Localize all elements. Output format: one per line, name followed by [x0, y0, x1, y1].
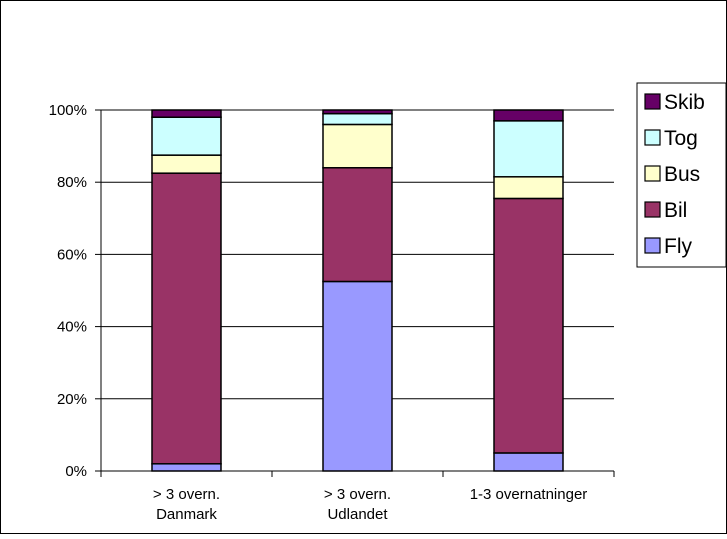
y-tick-label: 40%	[57, 319, 87, 336]
bar-segment-bil	[322, 167, 393, 283]
y-tick-label: 80%	[57, 174, 87, 191]
bar-segment-fly	[493, 452, 564, 472]
bar-segment-tog	[493, 120, 564, 178]
axes	[95, 109, 615, 477]
x-tick-label: Udlandet	[327, 506, 388, 523]
y-tick-label: 60%	[57, 246, 87, 263]
bars	[151, 109, 564, 472]
legend-swatch-bus	[644, 165, 661, 182]
x-tick-label: > 3 overn.	[153, 486, 220, 503]
legend-label-bil: Bil	[664, 199, 687, 222]
bar-segment-bus	[151, 154, 222, 174]
legend-swatch-bil	[644, 201, 661, 218]
y-tick-labels: 0% 20% 40% 60% 80% 100%	[49, 102, 87, 480]
y-tick-label: 20%	[57, 391, 87, 408]
bar-segment-bil	[493, 197, 564, 454]
x-tick-label: > 3 overn.	[324, 486, 391, 503]
legend-label-skib: Skib	[664, 91, 705, 114]
legend-swatch-tog	[644, 129, 661, 146]
legend-label-bus: Bus	[664, 163, 700, 186]
x-tick-label: 1-3 overnatninger	[470, 486, 588, 503]
x-tick-labels: > 3 overn. Danmark > 3 overn. Udlandet 1-3 o…	[153, 486, 587, 523]
bar-segment-bus	[493, 176, 564, 200]
bar-segment-skib	[493, 109, 564, 122]
x-tick-label: Danmark	[156, 506, 217, 523]
legend-label-tog: Tog	[664, 127, 698, 150]
legend-swatch-fly	[644, 237, 661, 254]
legend: Skib Tog Bus Bil Fly	[636, 82, 727, 268]
bar-segment-skib	[151, 109, 222, 118]
bar-segment-fly	[151, 463, 222, 472]
y-tick-label: 0%	[65, 463, 87, 480]
bar-segment-tog	[151, 116, 222, 156]
bar-segment-bus	[322, 123, 393, 169]
bar-segment-fly	[322, 280, 393, 472]
bar-segment-bil	[151, 172, 222, 465]
bar-segment-tog	[322, 112, 393, 126]
y-tick-label: 100%	[49, 102, 87, 119]
legend-label-fly: Fly	[664, 235, 692, 258]
bar-segment-skib	[322, 109, 393, 115]
legend-swatch-skib	[644, 93, 661, 110]
